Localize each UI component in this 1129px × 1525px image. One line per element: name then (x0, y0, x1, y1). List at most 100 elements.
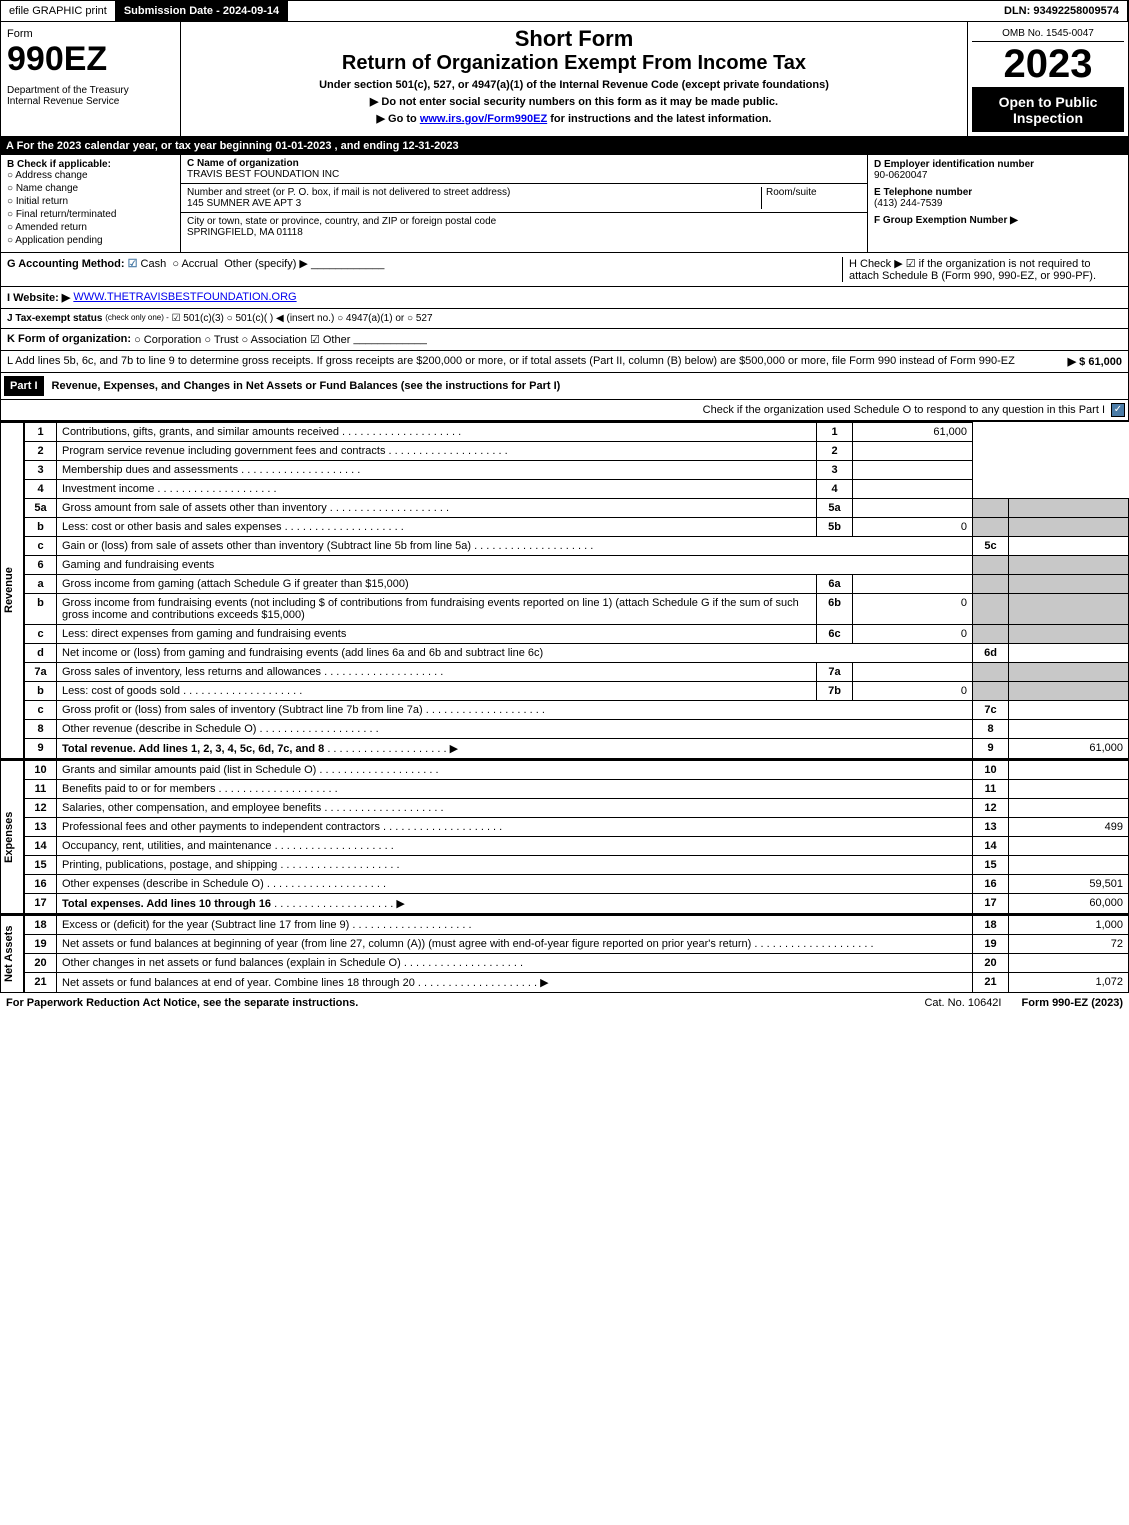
note2: ▶ Go to www.irs.gov/Form990EZ for instru… (185, 112, 963, 125)
city-label: City or town, state or province, country… (187, 216, 861, 227)
row-g: G Accounting Method: ☑ Cash ○ Accrual Ot… (0, 253, 1129, 287)
j-opts: ☑ 501(c)(3) ○ 501(c)( ) ◀ (insert no.) ○… (172, 313, 433, 324)
footer-left: For Paperwork Reduction Act Notice, see … (6, 997, 358, 1009)
cb-address-change[interactable]: ○ Address change (7, 170, 174, 181)
ein-label: D Employer identification number (874, 159, 1122, 170)
footer-form: Form 990-EZ (2023) (1022, 997, 1124, 1009)
irs-label: Internal Revenue Service (7, 96, 174, 107)
line-11: 11Benefits paid to or for members11 (25, 780, 1129, 799)
part-i-checknote: Check if the organization used Schedule … (703, 404, 1105, 416)
line-3: 3Membership dues and assessments3 (25, 461, 1129, 480)
top-bar: efile GRAPHIC print Submission Date - 20… (0, 0, 1129, 22)
line-19: 19Net assets or fund balances at beginni… (25, 935, 1129, 954)
cb-initial-return[interactable]: ○ Initial return (7, 196, 174, 207)
tel-value: (413) 244-7539 (874, 198, 1122, 209)
header-left: Form 990EZ Department of the Treasury In… (1, 22, 181, 136)
line-21: 21Net assets or fund balances at end of … (25, 973, 1129, 993)
grp-label: F Group Exemption Number ▶ (874, 215, 1122, 226)
line-6: 6Gaming and fundraising events (25, 556, 1129, 575)
short-form-title: Short Form (185, 26, 963, 52)
line-2: 2Program service revenue including gover… (25, 442, 1129, 461)
city-value: SPRINGFIELD, MA 01118 (187, 227, 861, 238)
org-name-label: C Name of organization (187, 158, 861, 169)
line-16: 16Other expenses (describe in Schedule O… (25, 875, 1129, 894)
tax-year: 2023 (972, 42, 1124, 88)
row-l: L Add lines 5b, 6c, and 7b to line 9 to … (0, 351, 1129, 373)
line-6a: aGross income from gaming (attach Schedu… (25, 575, 1129, 594)
k-opts: ○ Corporation ○ Trust ○ Association ☑ Ot… (134, 333, 350, 346)
part-i-title: Revenue, Expenses, and Changes in Net As… (52, 380, 561, 392)
dept-label: Department of the Treasury (7, 85, 174, 96)
netassets-table: 18Excess or (deficit) for the year (Subt… (24, 915, 1129, 993)
open-to-public: Open to Public Inspection (972, 88, 1124, 132)
room-label: Room/suite (761, 187, 861, 209)
website-link[interactable]: WWW.THETRAVISBESTFOUNDATION.ORG (73, 291, 296, 304)
note2-post: for instructions and the latest informat… (547, 113, 771, 125)
line-6d: dNet income or (loss) from gaming and fu… (25, 644, 1129, 663)
note1: ▶ Do not enter social security numbers o… (185, 95, 963, 108)
k-label: K Form of organization: (7, 333, 131, 346)
schedule-o-checkbox[interactable]: ✓ (1111, 403, 1125, 417)
line-8: 8Other revenue (describe in Schedule O)8 (25, 720, 1129, 739)
tel-label: E Telephone number (874, 187, 1122, 198)
header-center: Short Form Return of Organization Exempt… (181, 22, 968, 136)
part-i-check: Check if the organization used Schedule … (0, 400, 1129, 421)
row-h: H Check ▶ ☑ if the organization is not r… (842, 257, 1122, 282)
part-i-label: Part I (4, 376, 44, 396)
line-13: 13Professional fees and other payments t… (25, 818, 1129, 837)
submission-date: Submission Date - 2024-09-14 (116, 1, 288, 21)
revenue-vlabel: Revenue (0, 422, 24, 759)
row-i: I Website: ▶ WWW.THETRAVISBESTFOUNDATION… (0, 287, 1129, 309)
addr-label: Number and street (or P. O. box, if mail… (187, 187, 761, 198)
efile-label: efile GRAPHIC print (1, 1, 116, 21)
city-row: City or town, state or province, country… (181, 213, 867, 241)
ein-value: 90-0620047 (874, 170, 1122, 181)
page-footer: For Paperwork Reduction Act Notice, see … (0, 993, 1129, 1013)
section-a: A For the 2023 calendar year, or tax yea… (0, 137, 1129, 155)
addr-row: Number and street (or P. O. box, if mail… (181, 184, 867, 213)
cb-pending[interactable]: ○ Application pending (7, 235, 174, 246)
j-label: J Tax-exempt status (7, 313, 102, 324)
line-6b: bGross income from fundraising events (n… (25, 594, 1129, 625)
cb-final-return[interactable]: ○ Final return/terminated (7, 209, 174, 220)
irs-link[interactable]: www.irs.gov/Form990EZ (420, 113, 547, 125)
line-18: 18Excess or (deficit) for the year (Subt… (25, 916, 1129, 935)
g-cash: Cash (141, 258, 167, 270)
note2-pre: ▶ Go to (377, 113, 420, 125)
cb-amended[interactable]: ○ Amended return (7, 222, 174, 233)
line-15: 15Printing, publications, postage, and s… (25, 856, 1129, 875)
netassets-vlabel: Net Assets (0, 915, 24, 993)
netassets-section: Net Assets 18Excess or (deficit) for the… (0, 914, 1129, 993)
line-5b: bLess: cost or other basis and sales exp… (25, 518, 1129, 537)
revenue-section: Revenue 1Contributions, gifts, grants, a… (0, 421, 1129, 759)
form-number: 990EZ (7, 40, 174, 79)
line-14: 14Occupancy, rent, utilities, and mainte… (25, 837, 1129, 856)
col-c: C Name of organization TRAVIS BEST FOUND… (181, 155, 868, 252)
expenses-table: 10Grants and similar amounts paid (list … (24, 760, 1129, 914)
l-amount: ▶ $ 61,000 (1068, 355, 1122, 368)
form-header: Form 990EZ Department of the Treasury In… (0, 22, 1129, 137)
line-1: 1Contributions, gifts, grants, and simil… (25, 423, 1129, 442)
info-grid: B Check if applicable: ○ Address change … (0, 155, 1129, 253)
i-label: I Website: ▶ (7, 291, 70, 304)
row-k: K Form of organization: ○ Corporation ○ … (0, 329, 1129, 351)
part-i-header: Part I Revenue, Expenses, and Changes in… (0, 373, 1129, 400)
subtitle: Under section 501(c), 527, or 4947(a)(1)… (185, 79, 963, 91)
expenses-vlabel: Expenses (0, 760, 24, 914)
revenue-table: 1Contributions, gifts, grants, and simil… (24, 422, 1129, 759)
g-label: G Accounting Method: (7, 258, 125, 270)
cb-name-change[interactable]: ○ Name change (7, 183, 174, 194)
col-d: D Employer identification number 90-0620… (868, 155, 1128, 252)
g-other: Other (specify) ▶ (224, 258, 308, 270)
line-17: 17Total expenses. Add lines 10 through 1… (25, 894, 1129, 914)
row-j: J Tax-exempt status (check only one) - ☑… (0, 309, 1129, 329)
org-name-row: C Name of organization TRAVIS BEST FOUND… (181, 155, 867, 184)
g-accrual: Accrual (181, 258, 218, 270)
footer-cat: Cat. No. 10642I (924, 997, 1001, 1009)
return-title: Return of Organization Exempt From Incom… (185, 52, 963, 75)
line-5a: 5aGross amount from sale of assets other… (25, 499, 1129, 518)
l-text: L Add lines 5b, 6c, and 7b to line 9 to … (7, 355, 1015, 368)
line-20: 20Other changes in net assets or fund ba… (25, 954, 1129, 973)
line-7a: 7aGross sales of inventory, less returns… (25, 663, 1129, 682)
addr-value: 145 SUMNER AVE APT 3 (187, 198, 761, 209)
